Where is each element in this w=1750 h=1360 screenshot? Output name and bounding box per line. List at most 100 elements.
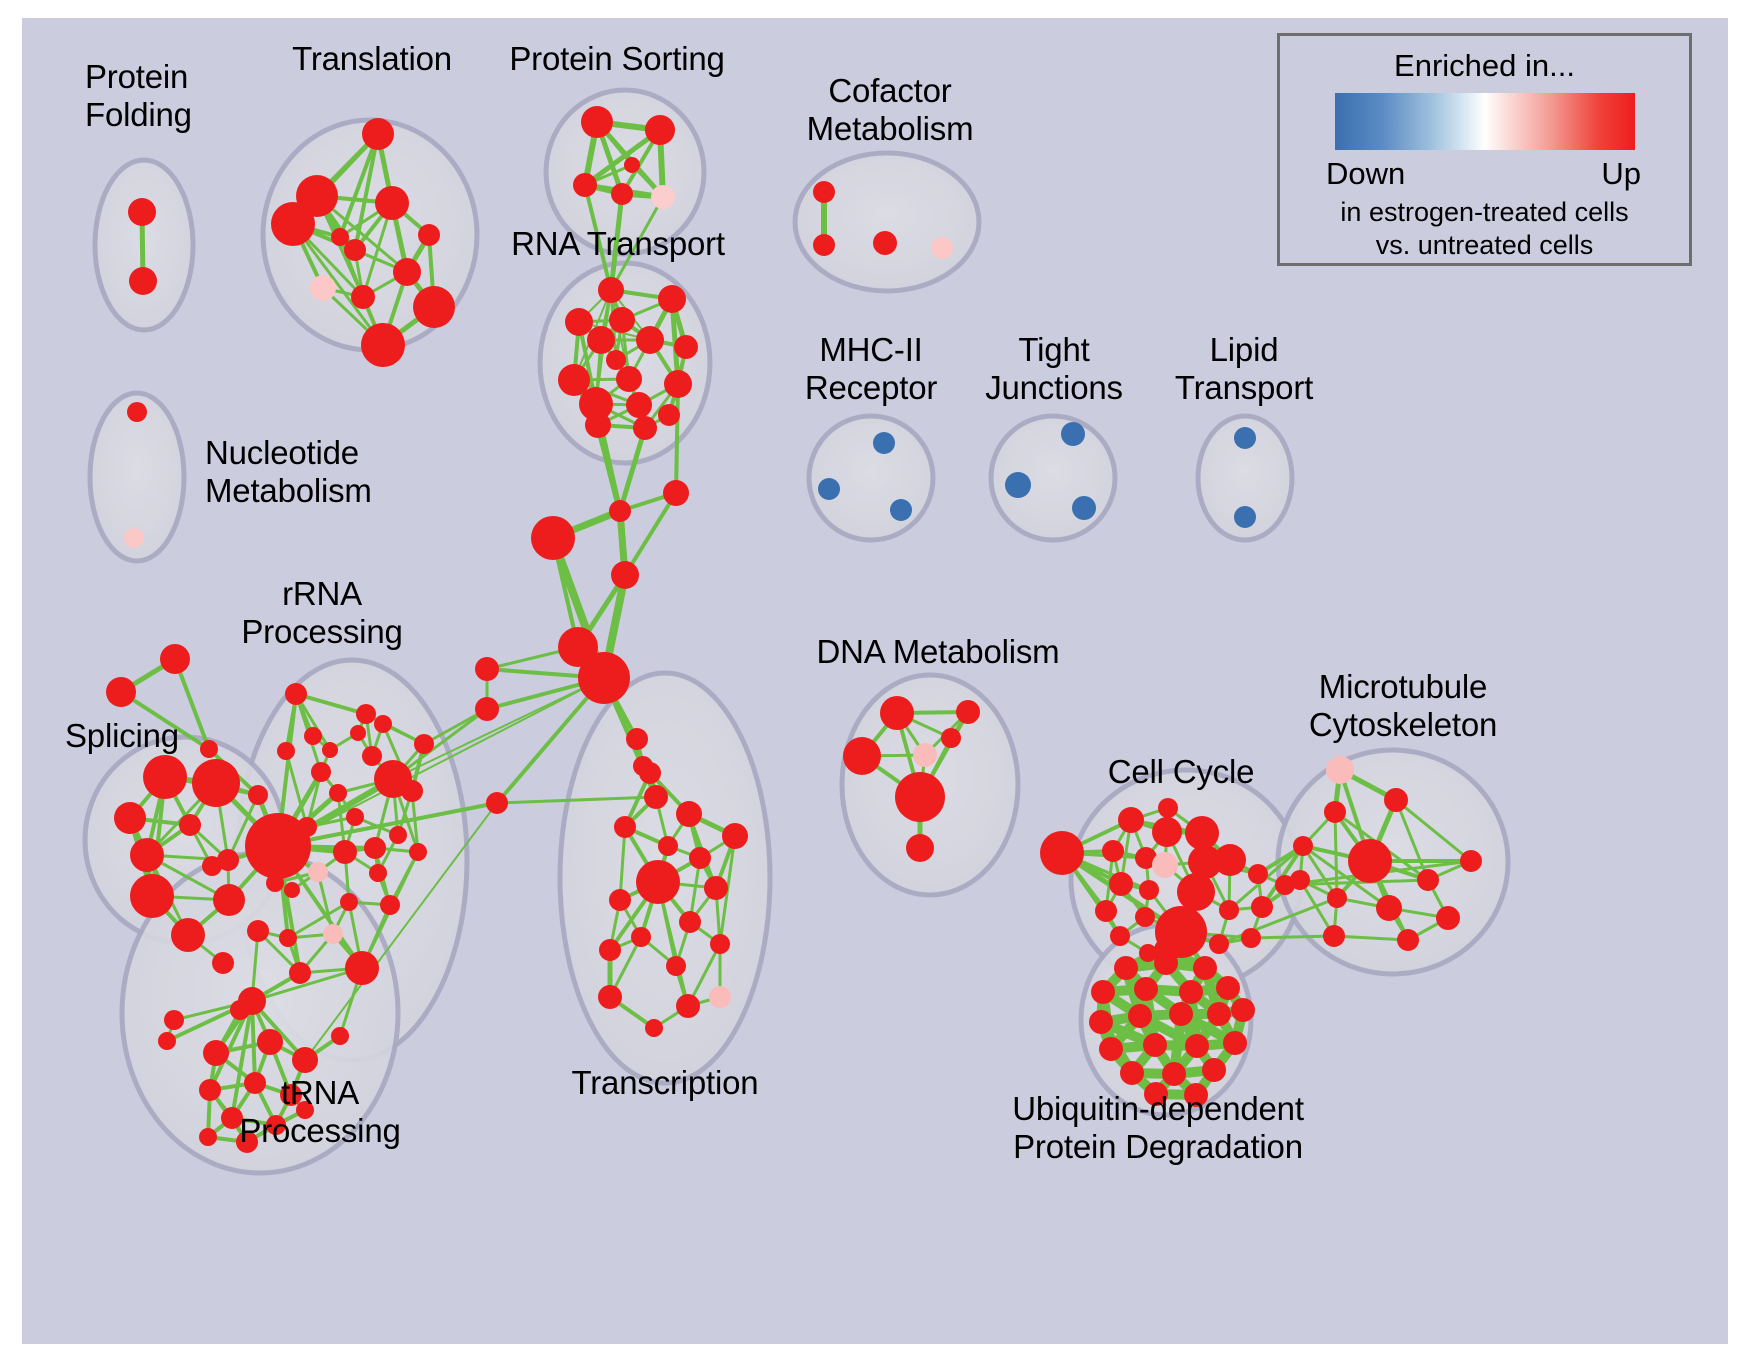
- network-node[interactable]: [1177, 873, 1215, 911]
- network-node[interactable]: [1134, 977, 1158, 1001]
- network-node[interactable]: [1219, 900, 1239, 920]
- network-node[interactable]: [1120, 1061, 1144, 1085]
- network-node[interactable]: [257, 1029, 283, 1055]
- network-node[interactable]: [1216, 976, 1240, 1000]
- network-node[interactable]: [1185, 816, 1219, 850]
- network-node[interactable]: [285, 683, 307, 705]
- network-node[interactable]: [296, 1101, 314, 1119]
- network-node[interactable]: [1169, 1002, 1193, 1026]
- network-node[interactable]: [1102, 840, 1124, 862]
- network-node[interactable]: [160, 644, 190, 674]
- network-node[interactable]: [704, 876, 728, 900]
- network-node[interactable]: [200, 740, 218, 758]
- network-node[interactable]: [818, 478, 840, 500]
- network-node[interactable]: [212, 952, 234, 974]
- network-node[interactable]: [639, 762, 661, 784]
- network-node[interactable]: [486, 792, 508, 814]
- network-node[interactable]: [664, 370, 692, 398]
- network-node[interactable]: [631, 927, 651, 947]
- network-node[interactable]: [1293, 836, 1313, 856]
- network-node[interactable]: [722, 823, 748, 849]
- network-node[interactable]: [843, 737, 881, 775]
- network-node[interactable]: [266, 874, 284, 892]
- network-node[interactable]: [217, 849, 239, 871]
- network-node[interactable]: [1135, 907, 1155, 927]
- network-node[interactable]: [598, 985, 622, 1009]
- network-node[interactable]: [1128, 1004, 1152, 1028]
- network-node[interactable]: [1290, 870, 1310, 890]
- network-node[interactable]: [393, 258, 421, 286]
- network-node[interactable]: [813, 181, 835, 203]
- network-node[interactable]: [1005, 472, 1031, 498]
- network-node[interactable]: [362, 746, 382, 766]
- network-node[interactable]: [895, 772, 945, 822]
- network-node[interactable]: [585, 412, 611, 438]
- network-node[interactable]: [345, 951, 379, 985]
- network-node[interactable]: [1417, 869, 1439, 891]
- network-node[interactable]: [1324, 801, 1346, 823]
- network-node[interactable]: [1061, 422, 1085, 446]
- network-node[interactable]: [624, 157, 640, 173]
- network-node[interactable]: [676, 994, 700, 1018]
- network-node[interactable]: [565, 308, 593, 336]
- network-node[interactable]: [356, 704, 376, 724]
- network-node[interactable]: [645, 1019, 663, 1037]
- network-node[interactable]: [158, 1032, 176, 1050]
- network-node[interactable]: [244, 1072, 266, 1094]
- network-node[interactable]: [1185, 1034, 1209, 1058]
- network-node[interactable]: [1040, 831, 1084, 875]
- network-node[interactable]: [609, 307, 635, 333]
- network-node[interactable]: [213, 884, 245, 916]
- network-node[interactable]: [578, 652, 630, 704]
- network-node[interactable]: [475, 657, 499, 681]
- network-node[interactable]: [203, 1040, 229, 1066]
- network-node[interactable]: [873, 231, 897, 255]
- network-node[interactable]: [1135, 847, 1157, 869]
- network-node[interactable]: [311, 762, 331, 782]
- network-node[interactable]: [1223, 1031, 1247, 1055]
- network-node[interactable]: [663, 480, 689, 506]
- network-node[interactable]: [1139, 944, 1157, 962]
- network-node[interactable]: [1460, 850, 1482, 872]
- network-node[interactable]: [114, 802, 146, 834]
- network-node[interactable]: [475, 697, 499, 721]
- network-node[interactable]: [310, 275, 336, 301]
- network-node[interactable]: [369, 864, 387, 882]
- network-node[interactable]: [873, 432, 895, 454]
- network-node[interactable]: [414, 734, 434, 754]
- network-node[interactable]: [374, 715, 392, 733]
- network-node[interactable]: [340, 893, 358, 911]
- network-node[interactable]: [1214, 844, 1246, 876]
- network-node[interactable]: [1188, 845, 1222, 879]
- network-node[interactable]: [247, 920, 269, 942]
- network-node[interactable]: [658, 285, 686, 313]
- network-node[interactable]: [409, 843, 427, 861]
- network-node[interactable]: [573, 173, 597, 197]
- network-node[interactable]: [143, 755, 187, 799]
- network-node[interactable]: [1114, 956, 1138, 980]
- network-node[interactable]: [587, 326, 615, 354]
- network-node[interactable]: [199, 1128, 217, 1146]
- network-node[interactable]: [127, 402, 147, 422]
- network-node[interactable]: [1376, 895, 1402, 921]
- network-node[interactable]: [599, 939, 621, 961]
- network-node[interactable]: [679, 911, 701, 933]
- network-node[interactable]: [1202, 1058, 1226, 1082]
- network-node[interactable]: [374, 760, 412, 798]
- network-node[interactable]: [329, 784, 347, 802]
- network-node[interactable]: [280, 1084, 302, 1106]
- network-node[interactable]: [710, 934, 730, 954]
- network-node[interactable]: [199, 1079, 221, 1101]
- network-node[interactable]: [362, 118, 394, 150]
- network-node[interactable]: [106, 677, 136, 707]
- network-node[interactable]: [277, 742, 295, 760]
- network-node[interactable]: [644, 785, 668, 809]
- network-node[interactable]: [331, 228, 349, 246]
- network-node[interactable]: [266, 1115, 286, 1135]
- network-node[interactable]: [1234, 427, 1256, 449]
- network-node[interactable]: [171, 918, 205, 952]
- network-node[interactable]: [616, 366, 642, 392]
- network-node[interactable]: [1099, 1037, 1123, 1061]
- network-node[interactable]: [380, 895, 400, 915]
- network-node[interactable]: [813, 234, 835, 256]
